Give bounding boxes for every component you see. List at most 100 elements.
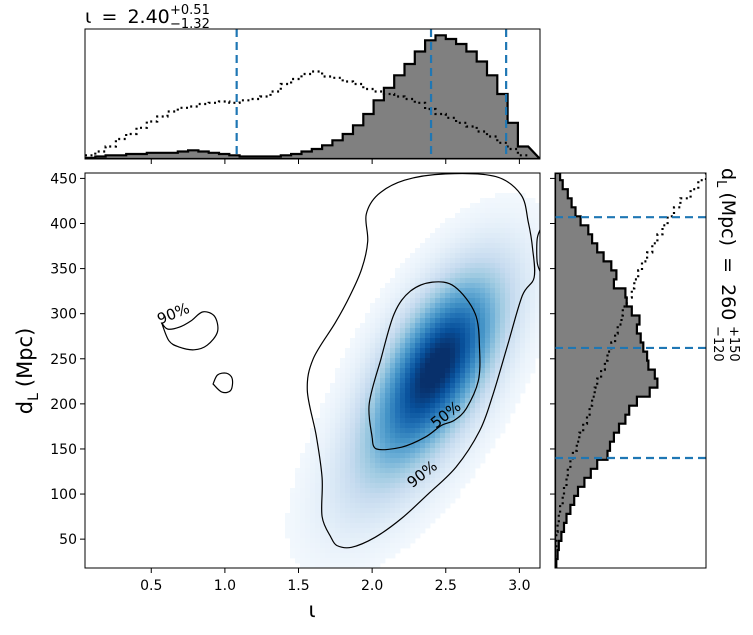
density-cell [370,368,376,374]
density-cell [385,318,391,324]
density-cell [405,458,411,464]
density-cell [300,468,306,474]
density-cell [515,378,521,384]
density-cell [415,348,421,354]
density-cell [525,328,531,334]
density-cell [365,318,371,324]
density-cell [335,428,341,434]
density-cell [400,373,406,379]
density-cell [475,403,481,409]
density-cell [515,248,521,254]
dL-summary-title: dL(Mpc) = 260 +150 −120 [710,168,741,362]
density-cell [505,353,511,359]
density-cell [505,318,511,324]
density-cell [440,283,446,289]
density-cell [305,453,311,459]
density-cell [370,483,376,489]
density-cell [510,318,516,324]
density-cell [370,533,376,539]
density-cell [395,523,401,529]
density-cell [365,508,371,514]
density-cell [480,378,486,384]
density-cell [455,263,461,269]
density-cell [470,368,476,374]
density-cell [330,423,336,429]
density-cell [480,288,486,294]
density-cell [415,503,421,509]
density-cell [435,463,441,469]
density-cell [420,463,426,469]
density-cell [450,433,456,439]
density-cell [460,483,466,489]
density-cell [455,308,461,314]
density-cell [315,468,321,474]
density-cell [520,273,526,279]
density-cell [355,493,361,499]
density-cell [325,393,331,399]
density-cell [490,333,496,339]
density-cell [500,293,506,299]
density-cell [500,303,506,309]
density-cell [330,438,336,444]
density-cell [325,408,331,414]
density-cell [425,423,431,429]
density-cell [430,253,436,259]
density-cell [510,208,516,214]
density-cell [410,513,416,519]
density-cell [485,288,491,294]
density-cell [475,348,481,354]
density-cell [295,483,301,489]
density-cell [435,318,441,324]
density-cell [325,423,331,429]
density-cell [350,453,356,459]
density-cell [510,268,516,274]
density-cell [375,473,381,479]
density-cell [420,288,426,294]
density-cell [405,448,411,454]
density-cell [395,313,401,319]
density-cell [380,368,386,374]
density-cell [305,558,311,564]
density-cell [510,333,516,339]
density-cell [500,413,506,419]
density-cell [495,243,501,249]
density-cell [400,323,406,329]
density-cell [505,363,511,369]
density-cell [505,298,511,304]
density-cell [335,483,341,489]
density-cell [390,513,396,519]
density-cell [440,223,446,229]
density-cell [450,383,456,389]
density-cell [335,388,341,394]
density-cell [445,423,451,429]
density-cell [425,248,431,254]
joint-density-heatmap [285,193,540,568]
density-cell [470,283,476,289]
density-cell [465,388,471,394]
density-cell [380,413,386,419]
density-cell [340,358,346,364]
density-cell [470,423,476,429]
density-cell [395,398,401,404]
density-cell [495,298,501,304]
density-cell [425,493,431,499]
density-cell [460,383,466,389]
density-cell [455,353,461,359]
density-cell [360,408,366,414]
density-cell [440,438,446,444]
density-cell [510,343,516,349]
density-cell [345,448,351,454]
density-cell [420,248,426,254]
density-cell [475,378,481,384]
density-cell [495,198,501,204]
density-cell [425,498,431,504]
density-cell [435,418,441,424]
density-cell [470,338,476,344]
density-cell [355,473,361,479]
density-cell [515,333,521,339]
density-cell [480,363,486,369]
density-cell [450,263,456,269]
density-cell [490,238,496,244]
density-cell [370,413,376,419]
density-cell [370,348,376,354]
